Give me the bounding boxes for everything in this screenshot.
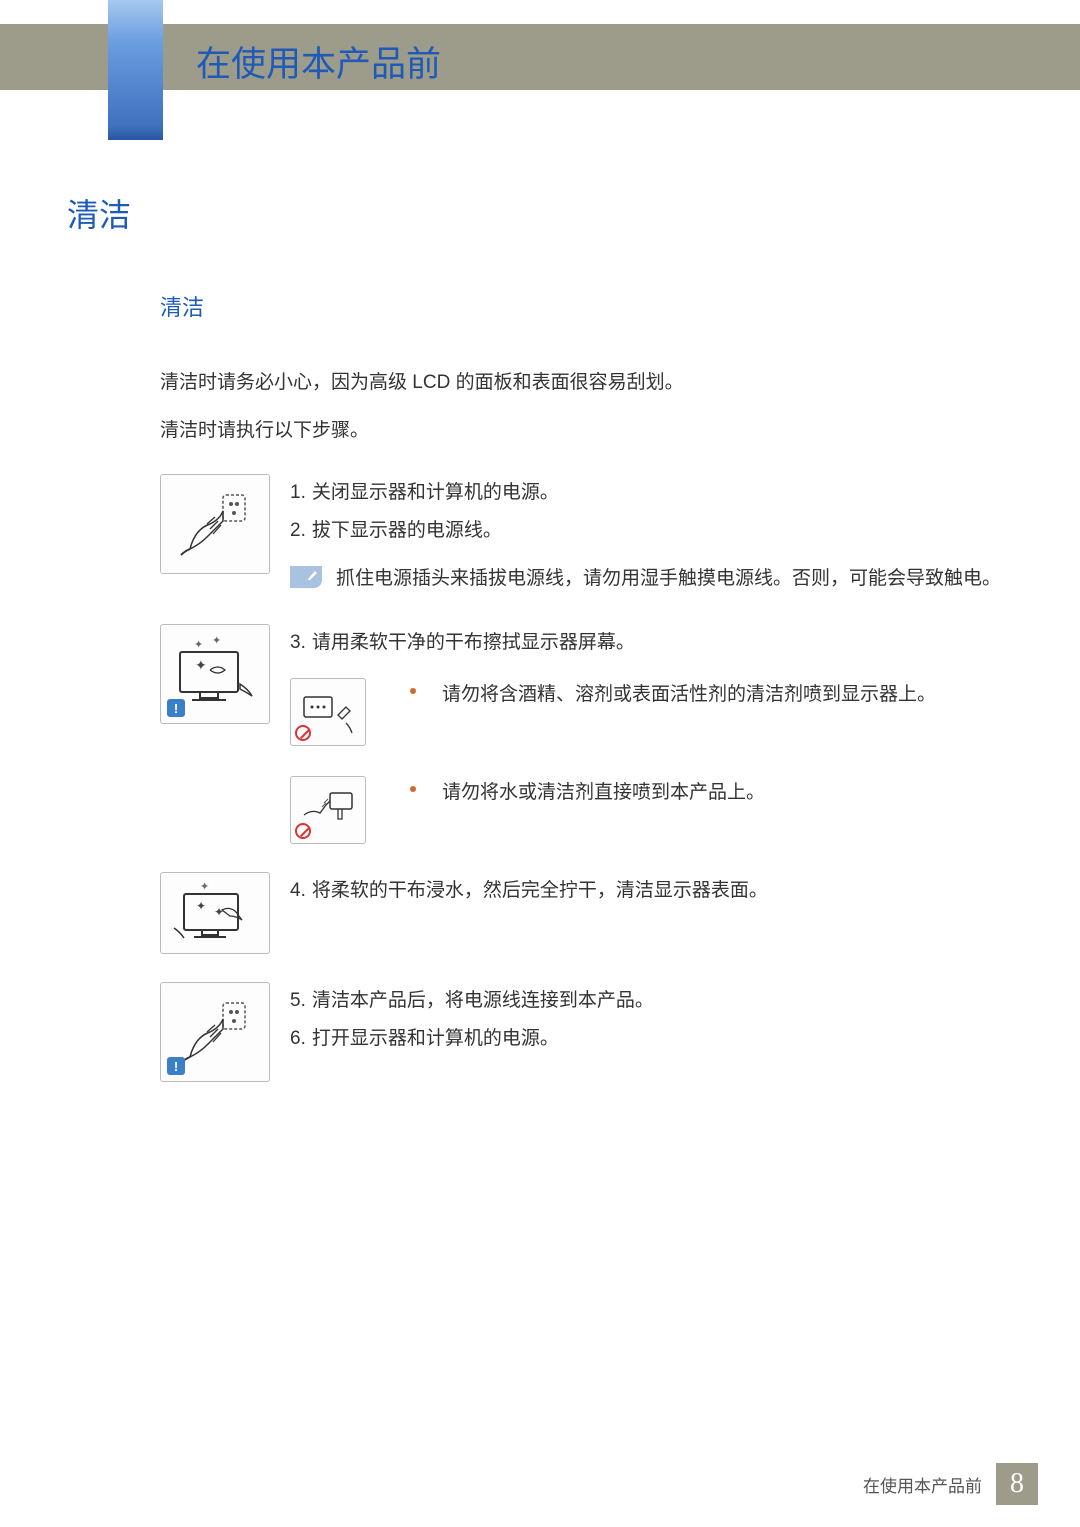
note-icon [290, 566, 322, 588]
step-content: 3. 请用柔软干净的干布擦拭显示器屏幕。 [290, 624, 1013, 844]
bullet-list: 请勿将含酒精、溶剂或表面活性剂的清洁剂喷到显示器上。 [390, 678, 1013, 718]
illus-col [160, 474, 290, 574]
illus-col: ✦ ✦ ✦ [160, 872, 290, 954]
subsection: 清洁 清洁时请务必小心，因为高级 LCD 的面板和表面很容易刮划。 清洁时请执行… [160, 290, 1013, 1082]
step-text: 清洁本产品后，将电源线连接到本产品。 [312, 990, 654, 1011]
step-num: 5. [290, 990, 306, 1011]
subsection-heading: 清洁 [160, 290, 1013, 322]
illus-col: ! [160, 982, 290, 1082]
step-num: 6. [290, 1028, 306, 1049]
illus-reconnect: ! [160, 982, 270, 1082]
plug-hand-icon [175, 489, 255, 559]
info-badge-icon: ! [167, 699, 185, 717]
illus-wipe-screen: ✦ ✦ ✦ ! [160, 624, 270, 724]
warn-row-1: 请勿将含酒精、溶剂或表面活性剂的清洁剂喷到显示器上。 [290, 678, 1013, 746]
intro-line-1: 清洁时请务必小心，因为高级 LCD 的面板和表面很容易刮划。 [160, 364, 1013, 402]
prohibit-icon [295, 823, 311, 839]
section-heading: 清洁 [67, 190, 1013, 236]
step-text: 将柔软的干布浸水，然后完全拧干，清洁显示器表面。 [312, 880, 768, 901]
page-content: 清洁 清洁 清洁时请务必小心，因为高级 LCD 的面板和表面很容易刮划。 清洁时… [67, 190, 1013, 1110]
damp-cloth-icon: ✦ ✦ ✦ [170, 880, 260, 946]
footer-label: 在使用本产品前 [863, 1472, 982, 1497]
bullet-text: 请勿将水或清洁剂直接喷到本产品上。 [442, 776, 765, 810]
step-num: 3. [290, 632, 306, 653]
info-badge-icon: ! [167, 1057, 185, 1075]
plug-hand-icon [175, 997, 255, 1067]
step-block-4: ✦ ✦ ✦ 4. 将柔软的干布浸水，然后完全拧干，清洁显示器表面。 [160, 872, 1013, 954]
steps-container: 1. 关闭显示器和计算机的电源。 2. 拔下显示器的电源线。 抓住电源插头来插拔电源… [160, 474, 1013, 1082]
step-content: 4. 将柔软的干布浸水，然后完全拧干，清洁显示器表面。 [290, 872, 1013, 910]
step-num: 2. [290, 520, 306, 541]
step-4-line: 4. 将柔软的干布浸水，然后完全拧干，清洁显示器表面。 [290, 872, 1013, 910]
step-1-line: 1. 关闭显示器和计算机的电源。 [290, 474, 1013, 512]
illus-spray-prohibit [290, 678, 366, 746]
svg-text:✦: ✦ [195, 657, 207, 673]
step-text: 拔下显示器的电源线。 [312, 520, 502, 541]
step-block-3: ✦ ✦ ✦ ! 3. 请用柔软干净的干布擦拭显示器屏幕。 [160, 624, 1013, 844]
illus-col: ✦ ✦ ✦ ! [160, 624, 290, 724]
warn-row-2: 请勿将水或清洁剂直接喷到本产品上。 [290, 776, 1013, 844]
bullet-item: 请勿将含酒精、溶剂或表面活性剂的清洁剂喷到显示器上。 [396, 678, 1013, 712]
footer: 在使用本产品前 8 [863, 1463, 1038, 1505]
prohibit-icon [295, 725, 311, 741]
page-number: 8 [996, 1463, 1038, 1505]
bullet-item: 请勿将水或清洁剂直接喷到本产品上。 [396, 776, 1013, 810]
step-text: 请用柔软干净的干布擦拭显示器屏幕。 [312, 632, 635, 653]
step-6-line: 6. 打开显示器和计算机的电源。 [290, 1020, 1013, 1058]
bullet-list: 请勿将水或清洁剂直接喷到本产品上。 [390, 776, 1013, 816]
svg-text:✦: ✦ [194, 639, 203, 651]
step-2-line: 2. 拔下显示器的电源线。 [290, 512, 1013, 550]
bullet-dot-icon [410, 786, 416, 792]
svg-text:✦: ✦ [196, 899, 206, 913]
note-text: 抓住电源插头来插拔电源线，请勿用湿手触摸电源线。否则，可能会导致触电。 [336, 562, 1013, 596]
header-bar: 在使用本产品前 [0, 24, 1080, 90]
step-block-5-6: ! 5. 清洁本产品后，将电源线连接到本产品。 6. 打开显示器和计算机的电源。 [160, 982, 1013, 1082]
step-5-line: 5. 清洁本产品后，将电源线连接到本产品。 [290, 982, 1013, 1020]
svg-text:✦: ✦ [212, 635, 221, 647]
illus-damp-cloth: ✦ ✦ ✦ [160, 872, 270, 954]
step-content: 1. 关闭显示器和计算机的电源。 2. 拔下显示器的电源线。 抓住电源插头来插拔电源… [290, 474, 1013, 596]
bullet-dot-icon [410, 688, 416, 694]
bullet-text: 请勿将含酒精、溶剂或表面活性剂的清洁剂喷到显示器上。 [442, 678, 936, 712]
step-content: 5. 清洁本产品后，将电源线连接到本产品。 6. 打开显示器和计算机的电源。 [290, 982, 1013, 1058]
step-3-line: 3. 请用柔软干净的干布擦拭显示器屏幕。 [290, 624, 1013, 662]
step-text: 关闭显示器和计算机的电源。 [312, 482, 559, 503]
note-row: 抓住电源插头来插拔电源线，请勿用湿手触摸电源线。否则，可能会导致触电。 [290, 562, 1013, 596]
svg-text:✦: ✦ [214, 905, 224, 919]
illus-spray-direct-prohibit [290, 776, 366, 844]
svg-text:✦: ✦ [200, 881, 209, 893]
step-num: 4. [290, 880, 306, 901]
sub-illus-col [290, 678, 390, 746]
step-block-1-2: 1. 关闭显示器和计算机的电源。 2. 拔下显示器的电源线。 抓住电源插头来插拔电源… [160, 474, 1013, 596]
intro-line-2: 清洁时请执行以下步骤。 [160, 412, 1013, 450]
header-title: 在使用本产品前 [196, 36, 441, 87]
illus-power-plug [160, 474, 270, 574]
step-num: 1. [290, 482, 306, 503]
header-tab [108, 0, 163, 140]
sub-illus-col [290, 776, 390, 844]
step-text: 打开显示器和计算机的电源。 [312, 1028, 559, 1049]
